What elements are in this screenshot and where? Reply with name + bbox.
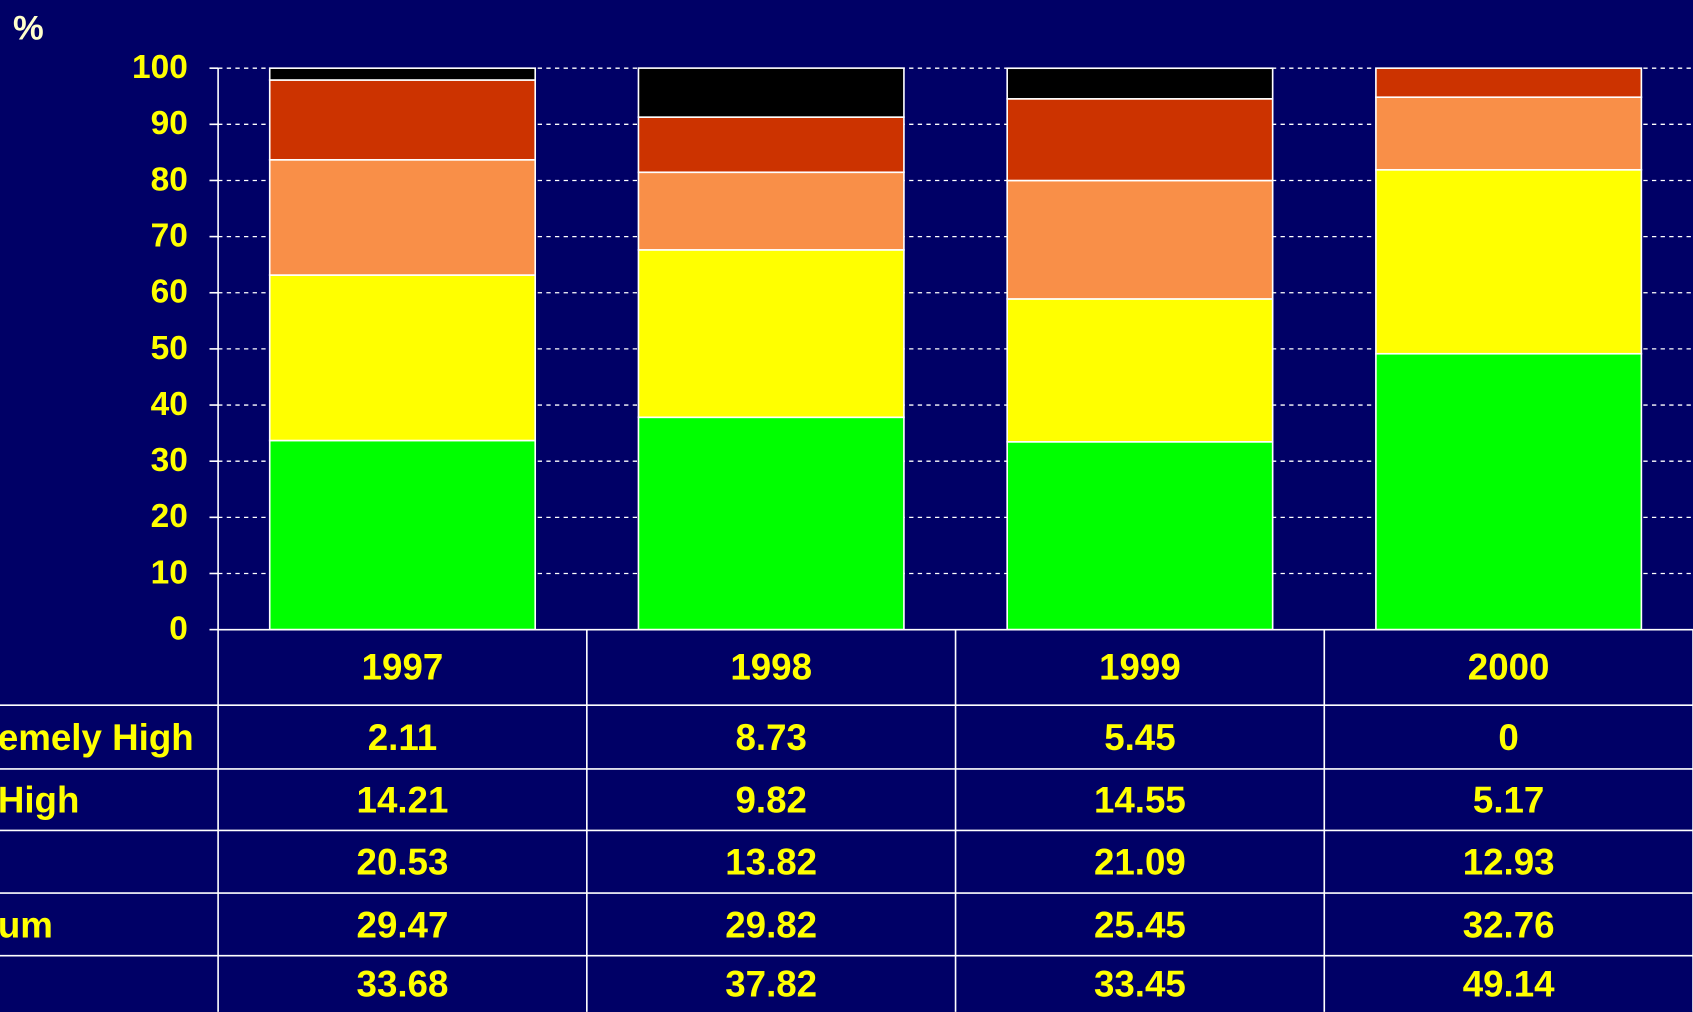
x-tick-label: 1997	[362, 646, 444, 687]
table-value: 33.68	[357, 964, 449, 1005]
y-tick-label: 50	[151, 330, 188, 367]
bar-segment	[268, 274, 537, 442]
table-value: 12.93	[1463, 842, 1555, 883]
table-value: 5.45	[1104, 717, 1175, 758]
table-value: 49.14	[1463, 964, 1555, 1005]
bar-segment	[1006, 298, 1274, 443]
y-tick-label: 10	[151, 554, 188, 591]
x-tick-label: 1999	[1099, 646, 1181, 687]
table-value: 5.17	[1473, 780, 1544, 821]
table-value: 21.09	[1094, 842, 1186, 883]
table-value: 2.11	[368, 717, 437, 758]
bar-segment	[637, 171, 905, 251]
y-tick-label: 40	[151, 386, 188, 423]
bar-segment	[268, 79, 537, 161]
bar-segment	[268, 439, 537, 631]
table-value: 13.82	[725, 842, 817, 883]
y-tick-label: 70	[151, 218, 188, 255]
legend-label: emely High	[0, 717, 194, 758]
table-value: 32.76	[1463, 904, 1555, 945]
y-tick-label: 0	[169, 611, 188, 648]
bar-segment	[1006, 179, 1274, 300]
bar-segment	[637, 249, 905, 419]
x-tick-label: 2000	[1468, 646, 1550, 687]
table-value: 9.82	[735, 780, 806, 821]
bar-segment	[637, 116, 905, 174]
bar-segment	[268, 158, 537, 276]
table-value: 29.47	[357, 904, 449, 945]
x-tick-label: 1998	[730, 646, 812, 687]
y-tick-label: 90	[151, 105, 188, 142]
table-value: 14.55	[1094, 780, 1186, 821]
y-tick-label: 20	[151, 498, 188, 535]
bar-segment	[637, 416, 905, 631]
bar-segment	[1375, 67, 1643, 99]
bar-segment	[1375, 352, 1643, 631]
table-value: 0	[1498, 717, 1518, 758]
table-value: 20.53	[357, 842, 449, 883]
bar-segment	[637, 67, 905, 118]
y-axis-label: %	[13, 10, 44, 48]
table-value: 8.73	[735, 717, 806, 758]
y-tick-label: 100	[132, 49, 188, 86]
table-value: 33.45	[1094, 964, 1186, 1005]
y-tick-label: 80	[151, 161, 188, 198]
legend-label: High	[0, 780, 79, 821]
table-value: 37.82	[725, 964, 817, 1005]
table-value: 29.82	[725, 904, 817, 945]
legend-label: um	[0, 904, 53, 945]
bar-segment	[1006, 441, 1274, 631]
bar-segment	[1375, 96, 1643, 171]
bar-segment	[1006, 67, 1274, 100]
bar-segment	[1375, 168, 1643, 355]
y-tick-label: 60	[151, 274, 188, 311]
bar-segment	[1006, 98, 1274, 182]
table-value: 14.21	[357, 780, 449, 821]
y-tick-label: 30	[151, 442, 188, 479]
bar-segment	[268, 67, 537, 81]
table-value: 25.45	[1094, 904, 1186, 945]
